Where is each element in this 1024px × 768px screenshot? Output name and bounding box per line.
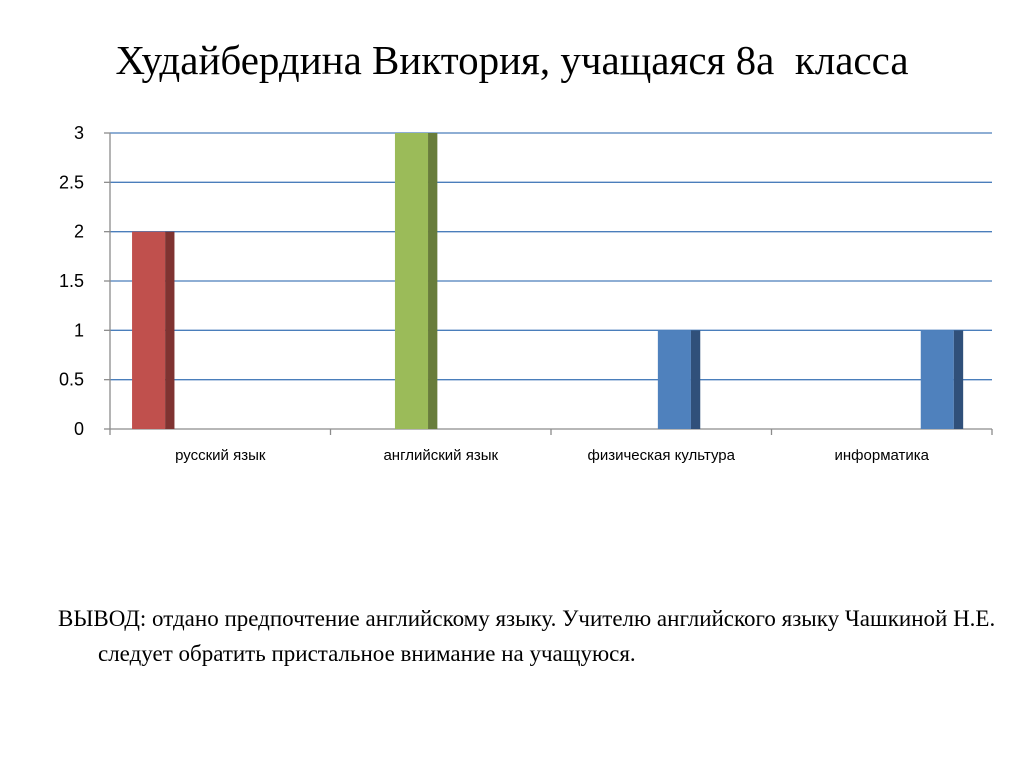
bar-1 [132,231,166,429]
bars [132,133,964,429]
bar-2 [394,133,429,429]
x-tick-label: информатика [835,447,930,464]
x-tick-labels: русский язык английский язык физическая ку… [175,447,930,464]
gridlines [110,132,992,381]
bar-2-side [428,133,438,429]
x-tick-label: английский язык [383,447,498,464]
x-tick-label: русский язык [175,447,266,464]
y-tick-label: 2.5 [59,172,84,192]
axes [104,132,993,435]
bar-3-side [690,330,701,429]
bar-chart: 0 0.5 1 1.5 2 2.5 3 русский язык английский язы… [0,110,1024,490]
y-tick-label: 1 [74,320,84,340]
x-tick-label: физическая культура [587,447,735,464]
y-tick-label: 3 [74,123,84,143]
y-tick-label: 1.5 [59,271,84,291]
bar-1-side [165,231,175,429]
chart-svg: 0 0.5 1 1.5 2 2.5 3 русский язык английский язы… [59,123,993,464]
bar-4 [920,330,954,429]
y-tick-label: 0 [74,419,84,439]
y-tick-labels: 0 0.5 1 1.5 2 2.5 3 [59,123,84,439]
bar-3 [657,330,691,429]
y-tick-label: 2 [74,222,84,242]
conclusion-text: ВЫВОД: отдано предпочтение английскому я… [58,606,996,666]
slide-title: Худайбердина Виктория, учащаяся 8а класс… [115,37,909,83]
bar-4-side [953,330,964,429]
y-tick-label: 0.5 [59,370,84,390]
